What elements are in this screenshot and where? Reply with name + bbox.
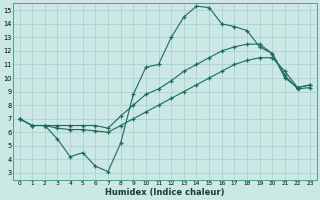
X-axis label: Humidex (Indice chaleur): Humidex (Indice chaleur): [105, 188, 225, 197]
